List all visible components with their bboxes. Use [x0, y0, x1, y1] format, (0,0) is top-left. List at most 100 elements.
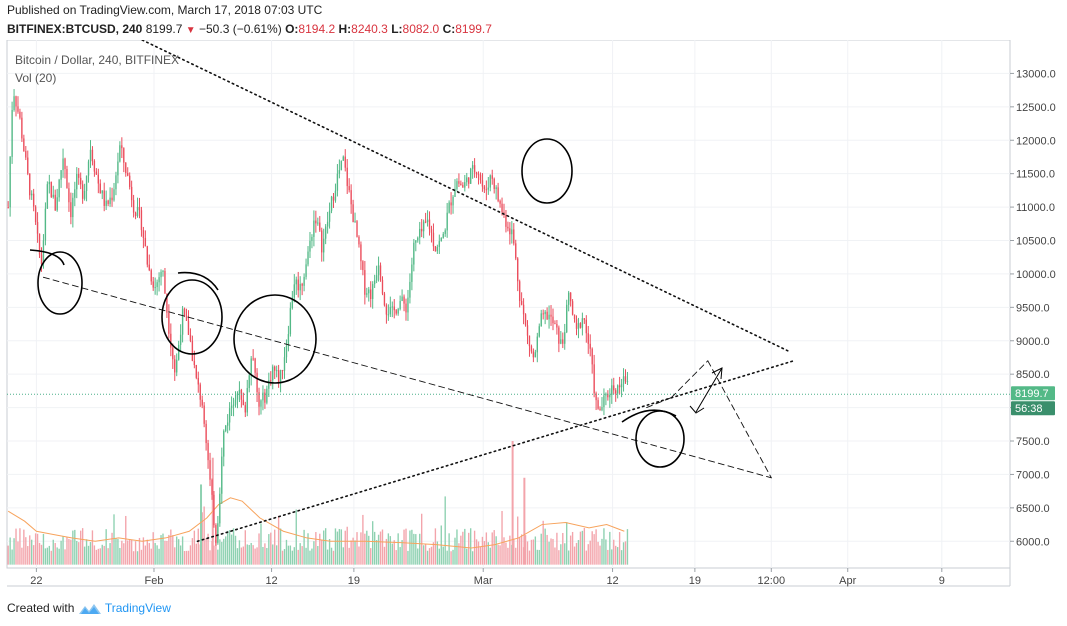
candle [560, 339, 562, 344]
candle [287, 334, 290, 347]
volume-bar [452, 549, 454, 565]
volume-bar [611, 549, 613, 565]
volume-bar [481, 536, 484, 565]
volume-bar [177, 539, 180, 565]
candle [434, 246, 437, 252]
candle [78, 173, 80, 178]
candle [530, 346, 533, 352]
volume-bar [246, 544, 248, 565]
y-tick-label: 7000.0 [1016, 469, 1050, 481]
candle [205, 423, 207, 444]
volume-bar [150, 548, 152, 565]
candle [417, 237, 419, 241]
candle [517, 258, 519, 282]
volume-bar [225, 536, 227, 565]
volume-bar [620, 550, 623, 565]
candle [399, 301, 401, 310]
candle [25, 151, 27, 158]
volume-bar [489, 547, 491, 565]
volume-bar [517, 516, 519, 565]
volume-bar [99, 548, 101, 565]
volume-bar [458, 543, 460, 565]
candle [83, 191, 86, 199]
candle [193, 360, 196, 366]
volume-bar [152, 532, 154, 565]
volume-bar [203, 506, 205, 565]
candle [19, 111, 21, 118]
candle [189, 334, 192, 341]
volume-bar [383, 546, 386, 565]
candle [95, 171, 98, 175]
volume-bar [240, 547, 243, 565]
volume-bar [91, 530, 94, 565]
candle [156, 282, 158, 288]
circle-mark [635, 410, 685, 468]
candle [158, 277, 160, 283]
candle [466, 177, 468, 183]
volume-bar [324, 528, 327, 565]
volume-bar [593, 534, 595, 565]
candle [534, 352, 537, 358]
candle [452, 196, 454, 206]
volume-bar [366, 530, 368, 565]
volume-bar [466, 548, 468, 565]
candle [591, 348, 593, 365]
candle [489, 175, 491, 188]
price-chart[interactable]: 6000.06500.07000.07500.08000.08500.09000… [0, 40, 1067, 596]
time-label: 56:38 [1015, 403, 1043, 415]
candle [323, 238, 325, 253]
volume-bar [564, 543, 566, 565]
volume-bar [370, 548, 372, 565]
volume-bar [603, 528, 605, 565]
volume-bar [589, 540, 591, 565]
volume-bar [395, 550, 397, 565]
volume-bar [80, 530, 82, 565]
volume-bar [17, 541, 19, 565]
volume-bar [72, 530, 74, 565]
candle [334, 190, 337, 201]
candle [179, 334, 182, 345]
volume-bar [552, 538, 554, 565]
candle [317, 222, 319, 224]
tradingview-link[interactable]: TradingView [104, 601, 171, 615]
x-tick-label: 12 [265, 575, 277, 587]
volume-bar [518, 537, 521, 565]
candle [262, 392, 264, 401]
candle [307, 251, 309, 265]
candle [144, 237, 147, 247]
volume-bar [507, 547, 509, 565]
candle [328, 210, 331, 222]
candle [324, 226, 327, 239]
x-tick-label: Feb [144, 575, 163, 587]
candle [616, 385, 619, 394]
volume-bar [64, 549, 66, 565]
volume-bar [544, 528, 546, 565]
volume-bar [399, 547, 401, 565]
candle [485, 189, 488, 191]
candle [340, 160, 343, 171]
candle [562, 339, 564, 344]
tradingview-logo-icon[interactable] [78, 602, 102, 616]
candle [407, 297, 409, 313]
candle [125, 162, 127, 173]
x-tick-label: Apr [839, 575, 856, 587]
volume-bar [260, 523, 262, 565]
y-tick-label: 7500.0 [1016, 436, 1050, 448]
candle [174, 359, 176, 373]
candle [76, 173, 78, 190]
candle [270, 380, 272, 382]
volume-bar [595, 529, 597, 565]
candle [507, 226, 509, 229]
candle [468, 177, 470, 184]
candle [134, 212, 137, 216]
volume-bar [62, 536, 64, 565]
candle [44, 208, 47, 241]
volume-bar [200, 484, 203, 565]
candle [142, 230, 145, 238]
candle [209, 460, 211, 480]
candle [103, 190, 105, 206]
volume-bar [127, 540, 129, 565]
candle [150, 270, 152, 282]
candle [211, 479, 213, 495]
candle [199, 384, 201, 400]
